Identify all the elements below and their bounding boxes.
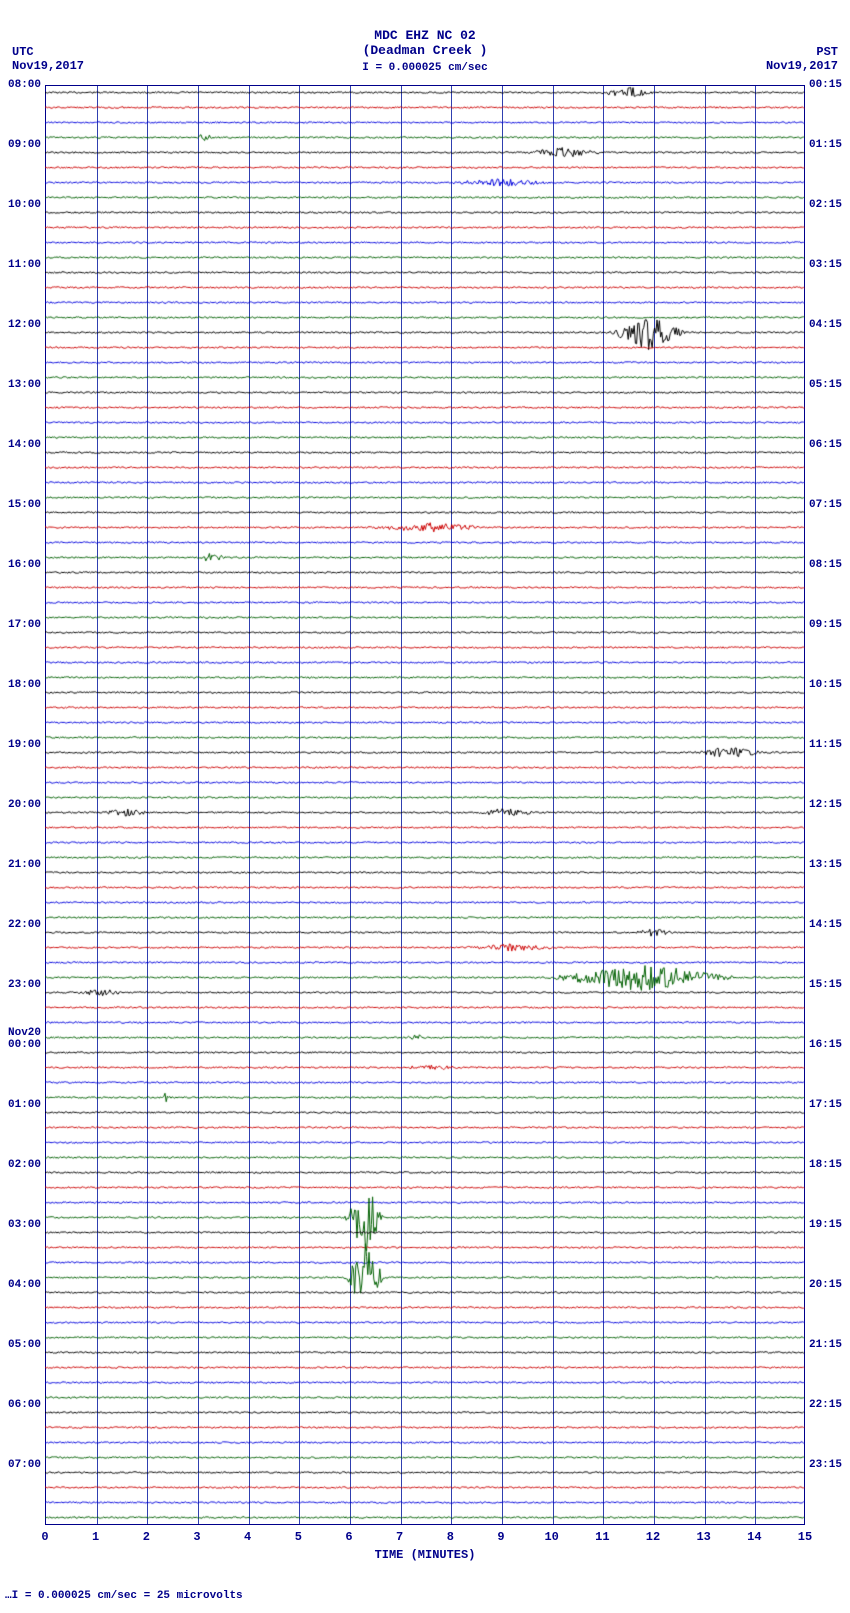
timezone-right: PST Nov19,2017	[766, 45, 838, 73]
y-label-left: 16:00	[8, 559, 41, 571]
y-label-right: 22:15	[809, 1399, 842, 1411]
y-label-right: 14:15	[809, 919, 842, 931]
y-label-left: Nov2000:00	[8, 1039, 41, 1051]
x-tick: 8	[447, 1530, 454, 1544]
y-label-left: 12:00	[8, 319, 41, 331]
chart-title: MDC EHZ NC 02 (Deadman Creek ) I = 0.000…	[0, 28, 850, 74]
y-label-right: 16:15	[809, 1039, 842, 1051]
y-label-left: 20:00	[8, 799, 41, 811]
x-tick: 15	[798, 1530, 812, 1544]
gridline	[350, 86, 351, 1524]
x-tick: 4	[244, 1530, 251, 1544]
y-label-left: 10:00	[8, 199, 41, 211]
y-label-right: 00:15	[809, 79, 842, 91]
y-label-right: 09:15	[809, 619, 842, 631]
station-id: MDC EHZ NC 02	[0, 28, 850, 43]
y-label-right: 08:15	[809, 559, 842, 571]
gridline	[299, 86, 300, 1524]
x-tick: 0	[41, 1530, 48, 1544]
y-label-right: 20:15	[809, 1279, 842, 1291]
scale-indicator: I = 0.000025 cm/sec	[0, 62, 850, 74]
x-tick: 3	[193, 1530, 200, 1544]
gridline	[553, 86, 554, 1524]
y-label-left: 18:00	[8, 679, 41, 691]
gridline	[198, 86, 199, 1524]
y-label-left: 14:00	[8, 439, 41, 451]
y-label-right: 11:15	[809, 739, 842, 751]
seismogram-container: MDC EHZ NC 02 (Deadman Creek ) I = 0.000…	[0, 0, 850, 1613]
gridline	[755, 86, 756, 1524]
y-label-right: 13:15	[809, 859, 842, 871]
y-label-right: 03:15	[809, 259, 842, 271]
y-label-left: 19:00	[8, 739, 41, 751]
x-tick: 9	[497, 1530, 504, 1544]
scale-bar-icon: …I	[5, 1590, 25, 1602]
y-label-left: 09:00	[8, 139, 41, 151]
y-label-right: 01:15	[809, 139, 842, 151]
y-label-left: 22:00	[8, 919, 41, 931]
y-label-left: 23:00	[8, 979, 41, 991]
y-label-right: 15:15	[809, 979, 842, 991]
x-axis-label: TIME (MINUTES)	[45, 1548, 805, 1562]
gridline	[401, 86, 402, 1524]
y-label-left: 11:00	[8, 259, 41, 271]
x-tick: 5	[295, 1530, 302, 1544]
footer-scale: …I = 0.000025 cm/sec = 25 microvolts	[5, 1590, 243, 1602]
y-label-left: 17:00	[8, 619, 41, 631]
tz-right-date: Nov19,2017	[766, 59, 838, 73]
y-label-right: 17:15	[809, 1099, 842, 1111]
y-label-left: 15:00	[8, 499, 41, 511]
y-label-right: 19:15	[809, 1219, 842, 1231]
x-tick: 2	[143, 1530, 150, 1544]
y-label-left: 13:00	[8, 379, 41, 391]
y-label-left: 08:00	[8, 79, 41, 91]
y-label-left: 07:00	[8, 1459, 41, 1471]
gridline	[705, 86, 706, 1524]
station-name: (Deadman Creek )	[0, 43, 850, 58]
x-tick: 11	[595, 1530, 609, 1544]
y-label-right: 04:15	[809, 319, 842, 331]
y-label-right: 10:15	[809, 679, 842, 691]
x-tick: 14	[747, 1530, 761, 1544]
gridline	[654, 86, 655, 1524]
x-tick: 1	[92, 1530, 99, 1544]
y-label-right: 05:15	[809, 379, 842, 391]
y-label-left: 03:00	[8, 1219, 41, 1231]
y-label-right: 18:15	[809, 1159, 842, 1171]
y-label-left: 06:00	[8, 1399, 41, 1411]
gridline	[502, 86, 503, 1524]
y-label-right: 12:15	[809, 799, 842, 811]
scale-bar-icon: I	[362, 62, 375, 74]
tz-right-label: PST	[766, 45, 838, 59]
y-label-left: 21:00	[8, 859, 41, 871]
gridline	[451, 86, 452, 1524]
gridline	[249, 86, 250, 1524]
x-tick: 10	[544, 1530, 558, 1544]
gridline	[603, 86, 604, 1524]
x-tick: 12	[646, 1530, 660, 1544]
gridline	[97, 86, 98, 1524]
y-label-right: 02:15	[809, 199, 842, 211]
y-label-left: 02:00	[8, 1159, 41, 1171]
x-tick: 7	[396, 1530, 403, 1544]
y-label-right: 06:15	[809, 439, 842, 451]
x-tick: 6	[345, 1530, 352, 1544]
y-label-left: 01:00	[8, 1099, 41, 1111]
x-tick: 13	[696, 1530, 710, 1544]
tz-left-label: UTC	[12, 45, 84, 59]
tz-left-date: Nov19,2017	[12, 59, 84, 73]
gridline	[147, 86, 148, 1524]
y-label-left: 04:00	[8, 1279, 41, 1291]
y-label-left: 05:00	[8, 1339, 41, 1351]
y-label-right: 21:15	[809, 1339, 842, 1351]
y-label-right: 07:15	[809, 499, 842, 511]
plot-area	[45, 85, 805, 1525]
timezone-left: UTC Nov19,2017	[12, 45, 84, 73]
y-label-right: 23:15	[809, 1459, 842, 1471]
